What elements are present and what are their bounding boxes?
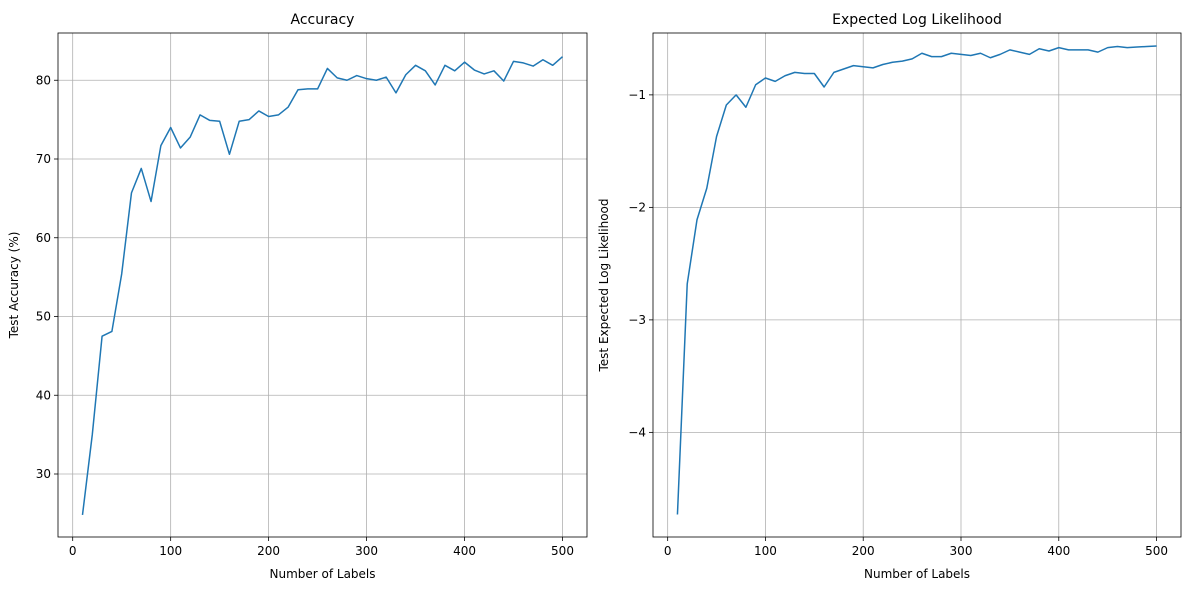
accuracy-y-tick-label: 80 [36,73,51,87]
log-likelihood-x-tick-label: 100 [754,544,777,558]
accuracy-axis-ticks: 0 100 200 300 400 500 30 40 50 60 70 80 [36,73,574,558]
accuracy-x-axis-label: Number of Labels [269,567,375,581]
log-likelihood-x-tick-label: 0 [664,544,672,558]
log-likelihood-panel: Expected Log Likelihood 0 100 200 300 400 500… [597,12,1182,581]
accuracy-x-tick-label: 0 [69,544,77,558]
accuracy-y-tick-label: 30 [36,467,51,481]
log-likelihood-y-axis-label: Test Expected Log Likelihood [597,199,611,373]
accuracy-y-axis-label: Test Accuracy (%) [7,232,21,340]
accuracy-y-tick-label: 60 [36,231,51,245]
log-likelihood-plot-frame [652,32,1182,538]
log-likelihood-series-line [676,45,1157,515]
accuracy-gridlines [58,33,587,537]
log-likelihood-x-axis-label: Number of Labels [864,567,970,581]
accuracy-y-tick-label: 40 [36,388,51,402]
accuracy-series-line [81,56,564,516]
accuracy-panel: Accuracy 0 100 200 300 400 500 30 40 50 60 70 80 Nu… [7,12,588,581]
log-likelihood-x-tick-label: 200 [852,544,875,558]
accuracy-x-tick-label: 400 [453,544,476,558]
log-likelihood-x-tick-label: 300 [950,544,973,558]
log-likelihood-y-tick-label: −1 [628,88,646,102]
log-likelihood-y-tick-label: −3 [628,313,646,327]
log-likelihood-axis-ticks: 0 100 200 300 400 500 −4 −3 −2 −1 [628,88,1168,558]
accuracy-x-tick-label: 100 [159,544,182,558]
accuracy-x-tick-label: 200 [257,544,280,558]
log-likelihood-y-tick-label: −2 [628,200,646,214]
log-likelihood-x-tick-label: 500 [1145,544,1168,558]
log-likelihood-chart-title: Expected Log Likelihood [832,12,1002,28]
accuracy-y-tick-label: 50 [36,310,51,324]
accuracy-y-tick-label: 70 [36,152,51,166]
accuracy-plot-frame [57,32,588,538]
log-likelihood-x-tick-label: 400 [1047,544,1070,558]
accuracy-chart-title: Accuracy [291,12,355,28]
accuracy-x-tick-label: 500 [551,544,574,558]
log-likelihood-gridlines [653,33,1181,537]
accuracy-x-tick-label: 300 [355,544,378,558]
log-likelihood-y-tick-label: −4 [628,425,646,439]
